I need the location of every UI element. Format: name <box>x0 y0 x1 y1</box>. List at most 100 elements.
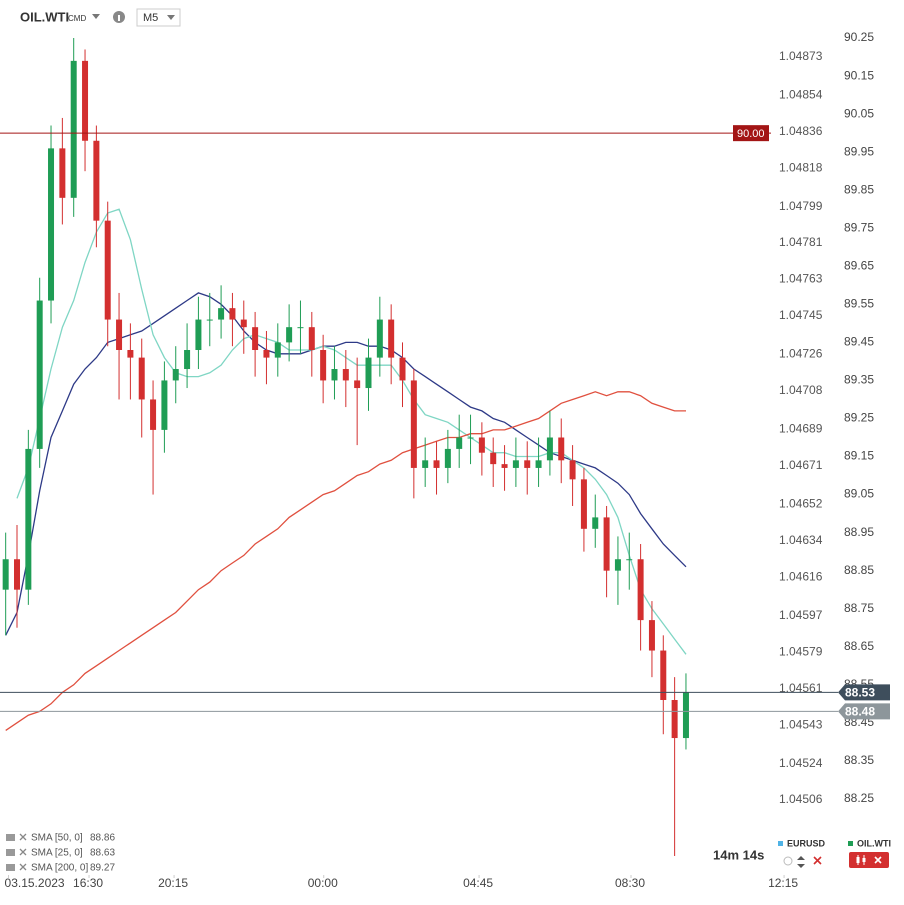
candle-body <box>648 620 655 651</box>
candle-body <box>592 517 599 529</box>
close-oil[interactable] <box>874 856 882 864</box>
y-tick-label: 88.75 <box>844 601 874 615</box>
candle-body <box>263 350 270 358</box>
candle-body <box>331 369 338 381</box>
order-arrows[interactable] <box>797 856 805 868</box>
y2-tick-label: 1.04561 <box>779 681 823 695</box>
candle-body <box>161 380 168 430</box>
candle-body <box>580 479 587 529</box>
asset-class: CMD <box>68 14 86 23</box>
candle-body <box>524 460 531 468</box>
badge-candle-body <box>856 857 860 863</box>
y2-tick-label: 1.04745 <box>779 308 823 322</box>
y-tick-label: 89.75 <box>844 220 874 234</box>
y2-tick-label: 1.04818 <box>779 160 823 174</box>
legend-value: 88.63 <box>90 848 115 859</box>
candle-body <box>682 692 689 739</box>
timeframe-dropdown[interactable] <box>167 15 175 20</box>
x-tick-label: 12:15 <box>768 876 798 890</box>
legend-name: SMA [50, 0] <box>31 833 83 844</box>
close-eurusd[interactable] <box>813 856 822 865</box>
y-tick-label: 89.45 <box>844 335 874 349</box>
x-tick-label: 00:00 <box>308 876 338 890</box>
plot-area <box>2 38 689 856</box>
price-tag-label: 88.53 <box>845 686 875 700</box>
y-tick-label: 89.15 <box>844 449 874 463</box>
legend-remove <box>19 848 27 856</box>
candle-body <box>36 300 43 449</box>
y-tick-label: 88.65 <box>844 639 874 653</box>
candle-body <box>388 319 395 358</box>
price-tag <box>838 703 890 720</box>
candle-body <box>603 517 610 571</box>
candle-body <box>70 60 77 198</box>
y2-tick-label: 1.04763 <box>779 272 823 286</box>
legend-remove <box>19 863 27 871</box>
candle-body <box>93 140 100 221</box>
y2-tick-label: 1.04597 <box>779 608 823 622</box>
candle-body <box>229 308 236 320</box>
countdown: 14m 14s <box>713 847 764 862</box>
candle-body <box>206 319 213 321</box>
candle-body <box>342 369 349 381</box>
candle-body <box>138 357 145 400</box>
badge-candle-body <box>862 858 866 862</box>
candle-body <box>478 437 485 453</box>
candle-body <box>82 60 89 141</box>
candle-body <box>127 350 134 358</box>
timeframe[interactable]: M5 <box>143 12 158 24</box>
price-tag-label: 90.00 <box>737 128 765 140</box>
legend-value: 88.86 <box>90 833 115 844</box>
eye-icon[interactable] <box>783 856 793 866</box>
candle-body <box>535 460 542 468</box>
price-tag <box>838 684 890 701</box>
y-tick-label: 89.85 <box>844 182 874 196</box>
candle-body <box>240 319 247 328</box>
candle-body <box>14 559 21 590</box>
y-tick-label: 89.05 <box>844 487 874 501</box>
info-glyph <box>118 15 120 21</box>
candle-body <box>422 460 429 468</box>
y2-tick-label: 1.04579 <box>779 644 823 658</box>
y-tick-label: 90.25 <box>844 30 874 44</box>
y2-tick-label: 1.04836 <box>779 124 823 138</box>
legend-name: SMA [25, 0] <box>31 848 83 859</box>
symbol-swatch <box>848 841 853 846</box>
x-tick-label: 04:45 <box>463 876 493 890</box>
candle-body <box>297 327 304 329</box>
symbol-dropdown[interactable] <box>92 14 100 19</box>
candle-body <box>354 380 361 389</box>
candle-body <box>59 148 66 198</box>
y2-tick-label: 1.04616 <box>779 569 823 583</box>
symbol-name: OIL.WTI <box>857 838 891 848</box>
candle-body <box>490 452 497 465</box>
sma-line <box>5 391 686 731</box>
candle-body <box>569 460 576 480</box>
legend-icon <box>6 849 15 856</box>
y2-tick-label: 1.04524 <box>779 756 823 770</box>
candle-body <box>410 380 417 468</box>
y2-tick-label: 1.04543 <box>779 717 823 731</box>
candle-body <box>104 220 111 320</box>
candle-body <box>546 437 553 461</box>
symbol[interactable]: OIL.WTI <box>20 9 69 24</box>
candle-body <box>274 342 281 358</box>
y2-tick-label: 1.04506 <box>779 792 823 806</box>
price-tag <box>733 125 769 142</box>
y-tick-label: 88.35 <box>844 753 874 767</box>
oil-badge[interactable] <box>849 852 889 868</box>
candle-body <box>467 437 474 439</box>
y-tick-label: 88.85 <box>844 563 874 577</box>
y-tick-label: 90.05 <box>844 106 874 120</box>
candle-body <box>558 437 565 461</box>
timeframe-box[interactable] <box>136 8 181 27</box>
y2-tick-label: 1.04689 <box>779 422 823 436</box>
y2-tick-label: 1.04634 <box>779 533 823 547</box>
candle-body <box>433 460 440 468</box>
price-tag-label: 88.48 <box>845 705 875 719</box>
y-tick-label: 89.55 <box>844 297 874 311</box>
legend-icon <box>6 864 15 871</box>
candle-body <box>48 148 55 301</box>
candle-body <box>150 399 157 430</box>
